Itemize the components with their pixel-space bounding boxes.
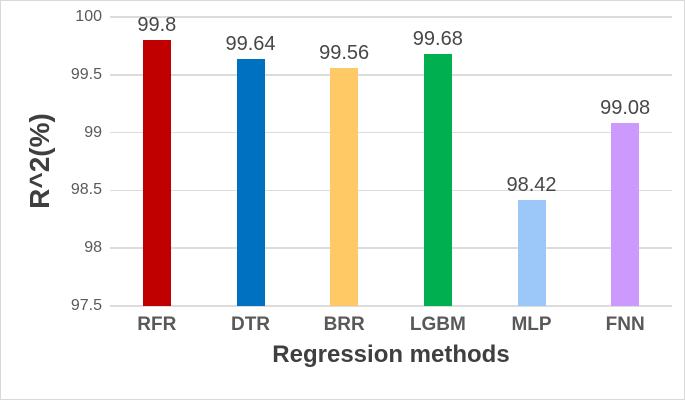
data-label-lgbm: 99.68 <box>412 27 463 50</box>
data-label-dtr: 99.64 <box>225 32 276 55</box>
gridline <box>110 247 672 249</box>
bar-rfr <box>142 40 171 306</box>
category-label-mlp: MLP <box>511 314 552 335</box>
y-tick-label: 98 <box>84 239 102 257</box>
y-tick-label: 99.5 <box>70 65 102 83</box>
category-label-brr: BRR <box>323 314 365 335</box>
y-tick-label: 98.5 <box>70 181 102 199</box>
y-tick-label: 99 <box>84 123 102 141</box>
category-label-lgbm: LGBM <box>409 314 466 335</box>
bar-fnn <box>611 123 640 306</box>
y-tick-label: 97.5 <box>70 297 102 314</box>
bar-lgbm <box>423 53 452 306</box>
category-label-rfr: RFR <box>137 314 177 335</box>
gridline <box>110 74 672 76</box>
gridline <box>110 16 672 18</box>
category-label-dtr: DTR <box>230 314 271 335</box>
gridline <box>110 189 672 192</box>
gridline <box>110 131 672 134</box>
bar-mlp <box>517 199 546 306</box>
y-tick-label: 100 <box>75 8 102 25</box>
data-label-mlp: 98.42 <box>506 173 557 196</box>
data-label-brr: 99.56 <box>319 41 370 64</box>
x-axis-title: Regression methods <box>272 341 510 368</box>
data-label-rfr: 99.8 <box>137 14 177 37</box>
category-label-fnn: FNN <box>605 314 645 335</box>
data-label-fnn: 99.08 <box>600 97 651 120</box>
bar-brr <box>330 67 359 306</box>
bar-dtr <box>236 58 265 306</box>
gridline <box>110 305 672 307</box>
